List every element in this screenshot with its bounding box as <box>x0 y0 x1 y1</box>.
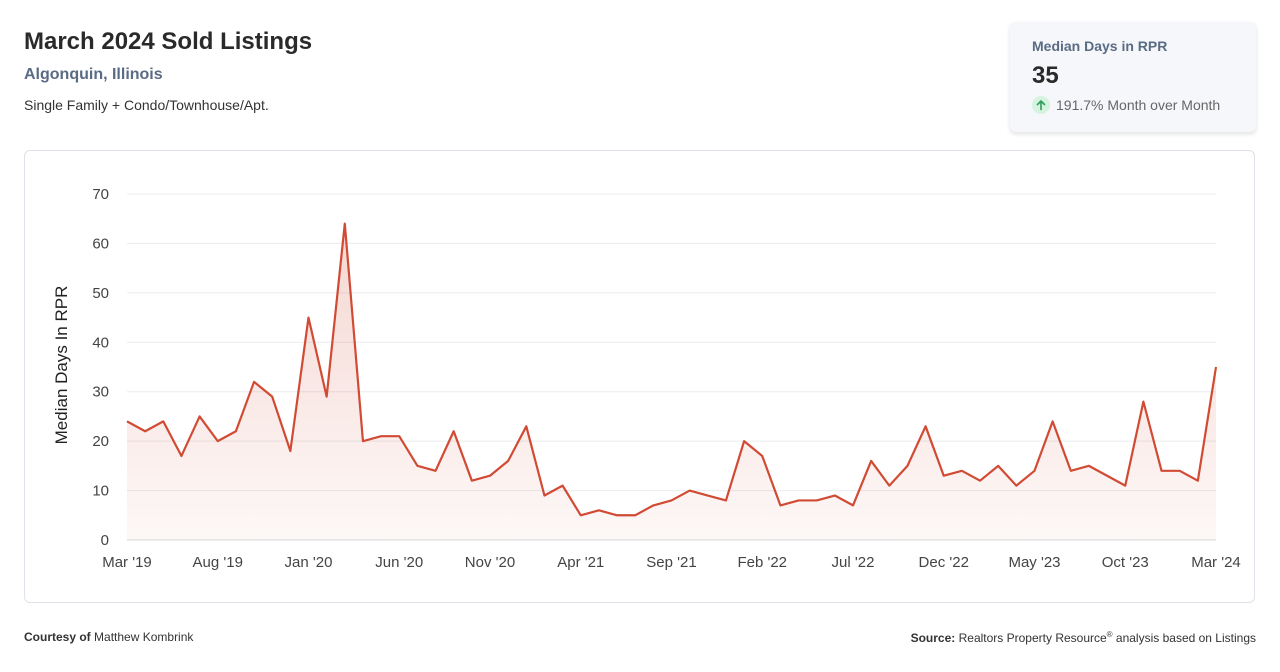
stat-value: 35 <box>1032 62 1059 89</box>
x-tick-label: Mar '24 <box>1191 554 1241 571</box>
y-tick-label: 10 <box>92 483 109 500</box>
courtesy-label: Courtesy of <box>24 630 91 644</box>
x-tick-label: Dec '22 <box>919 554 969 571</box>
y-tick-label: 60 <box>92 235 109 252</box>
x-tick-label: Oct '23 <box>1102 554 1149 571</box>
y-axis-label: Median Days In RPR <box>52 286 71 445</box>
property-types: Single Family + Condo/Townhouse/Apt. <box>24 97 269 113</box>
median-days-chart: 0 10 20 30 40 50 60 70 Median Days In RPR Mar '19… <box>52 186 1241 571</box>
source-text: Realtors Property Resource <box>958 631 1107 645</box>
x-tick-label: Feb '22 <box>737 554 787 571</box>
x-tick-label: Jul '22 <box>832 554 875 571</box>
y-tick-label: 20 <box>92 433 109 450</box>
registered-mark: ® <box>1106 630 1113 639</box>
courtesy-name: Matthew Kombrink <box>94 630 194 644</box>
series-line <box>126 222 1218 517</box>
y-tick-label: 40 <box>92 334 109 351</box>
courtesy: Courtesy of Matthew Kombrink <box>24 630 193 644</box>
location-subtitle: Algonquin, Illinois <box>24 66 163 83</box>
stat-label: Median Days in RPR <box>1032 38 1168 54</box>
source-label: Source: <box>910 631 956 645</box>
y-tick-label: 50 <box>92 285 109 302</box>
x-tick-label: Sep '21 <box>646 554 696 571</box>
x-tick-label: Jun '20 <box>375 554 423 571</box>
stat-change-text: 191.7% Month over Month <box>1056 97 1221 113</box>
source-text-b: analysis based on Listings <box>1112 631 1256 645</box>
x-tick-label: Jan '20 <box>285 554 333 571</box>
x-tick-label: May '23 <box>1008 554 1060 571</box>
x-tick-label: Nov '20 <box>465 554 515 571</box>
area-fill <box>127 223 1216 540</box>
x-tick-label: Apr '21 <box>557 554 604 571</box>
page-title: March 2024 Sold Listings <box>24 28 313 55</box>
stat-card: Median Days in RPR 35 191.7% Month over … <box>1010 22 1256 132</box>
y-tick-label: 70 <box>92 186 109 203</box>
y-tick-label: 30 <box>92 384 109 401</box>
y-tick-label: 0 <box>101 532 109 549</box>
stat-change: 191.7% Month over Month <box>1032 96 1234 114</box>
arrow-up-icon <box>1032 96 1050 114</box>
x-tick-label: Aug '19 <box>193 554 243 571</box>
source: Source: Realtors Property Resource® anal… <box>911 630 1256 645</box>
x-tick-label: Mar '19 <box>102 554 152 571</box>
